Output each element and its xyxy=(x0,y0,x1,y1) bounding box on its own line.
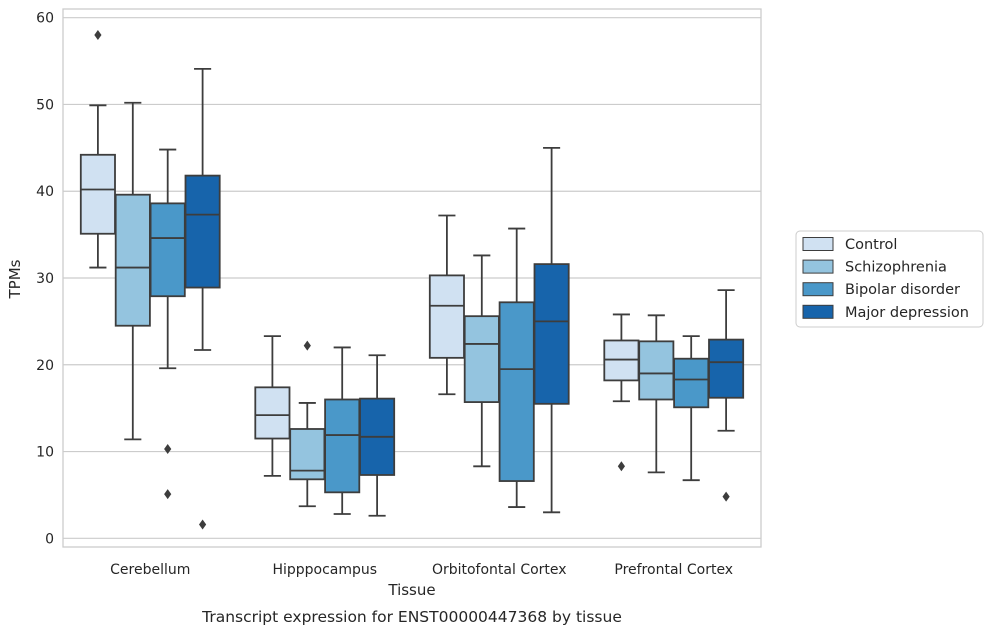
outlier-point xyxy=(303,340,311,351)
legend-label: Major depression xyxy=(845,305,969,321)
box-group xyxy=(638,314,675,474)
box-group xyxy=(359,354,396,517)
boxes xyxy=(79,30,745,530)
x-tick-label: Hipppocampus xyxy=(272,562,377,578)
box-iqr xyxy=(184,174,221,289)
outlier-point xyxy=(94,30,102,41)
box-group xyxy=(463,254,500,468)
box-iqr xyxy=(638,340,675,401)
x-tick-label: Prefrontal Cortex xyxy=(614,562,733,578)
box-iqr xyxy=(79,153,116,235)
box-iqr xyxy=(708,338,745,399)
outlier-point xyxy=(164,443,172,454)
x-tick-label: Cerebellum xyxy=(110,562,190,578)
box-group xyxy=(184,67,221,530)
outlier-point xyxy=(722,491,730,502)
outlier-point xyxy=(199,519,207,530)
x-axis-label: Tissue xyxy=(387,581,435,599)
chart-caption: Transcript expression for ENST0000044736… xyxy=(201,608,622,626)
y-tick-label: 0 xyxy=(45,531,54,547)
y-tick-label: 10 xyxy=(36,445,54,461)
box-group xyxy=(708,289,745,502)
y-tick-label: 40 xyxy=(36,184,54,200)
box-group xyxy=(254,335,291,477)
outlier-point xyxy=(164,489,172,500)
legend-swatch xyxy=(802,259,834,274)
x-tick-label: Orbitofontal Cortex xyxy=(432,562,567,578)
y-tick-labels: 0 10 20 30 40 50 60 xyxy=(36,11,54,548)
box-iqr xyxy=(289,428,326,481)
y-tick-label: 20 xyxy=(36,358,54,374)
box-iqr xyxy=(673,357,710,409)
box-group xyxy=(149,148,186,500)
y-tick-label: 50 xyxy=(36,97,54,113)
y-tick-label: 30 xyxy=(36,271,54,287)
box-group xyxy=(673,335,710,482)
plot-frame xyxy=(62,8,762,548)
legend-label: Control xyxy=(845,237,897,253)
x-tick-labels: Cerebellum Hipppocampus Orbitofontal Corte… xyxy=(110,562,733,578)
legend-label: Bipolar disorder xyxy=(845,282,960,298)
box-iqr xyxy=(463,315,500,403)
y-axis-label: TPMs xyxy=(6,259,24,299)
box-group xyxy=(533,146,570,514)
box-group xyxy=(603,313,640,472)
legend-swatch xyxy=(802,282,834,297)
box-iqr xyxy=(428,274,465,359)
box-group xyxy=(498,227,535,508)
legend: Control Schizophrenia Bipolar disorder Majo… xyxy=(795,230,984,328)
box-iqr xyxy=(533,263,570,405)
box-iqr xyxy=(254,386,291,440)
box-iqr xyxy=(114,193,151,327)
legend-frame xyxy=(795,230,984,328)
outlier-point xyxy=(617,461,625,472)
box-iqr xyxy=(498,301,535,482)
y-tick-label: 60 xyxy=(36,11,54,27)
legend-label: Schizophrenia xyxy=(845,260,947,276)
legend-swatch xyxy=(802,237,834,251)
box-iqr xyxy=(324,398,361,494)
box-iqr xyxy=(149,202,186,298)
legend-swatch xyxy=(802,304,834,319)
box-group xyxy=(289,340,326,508)
